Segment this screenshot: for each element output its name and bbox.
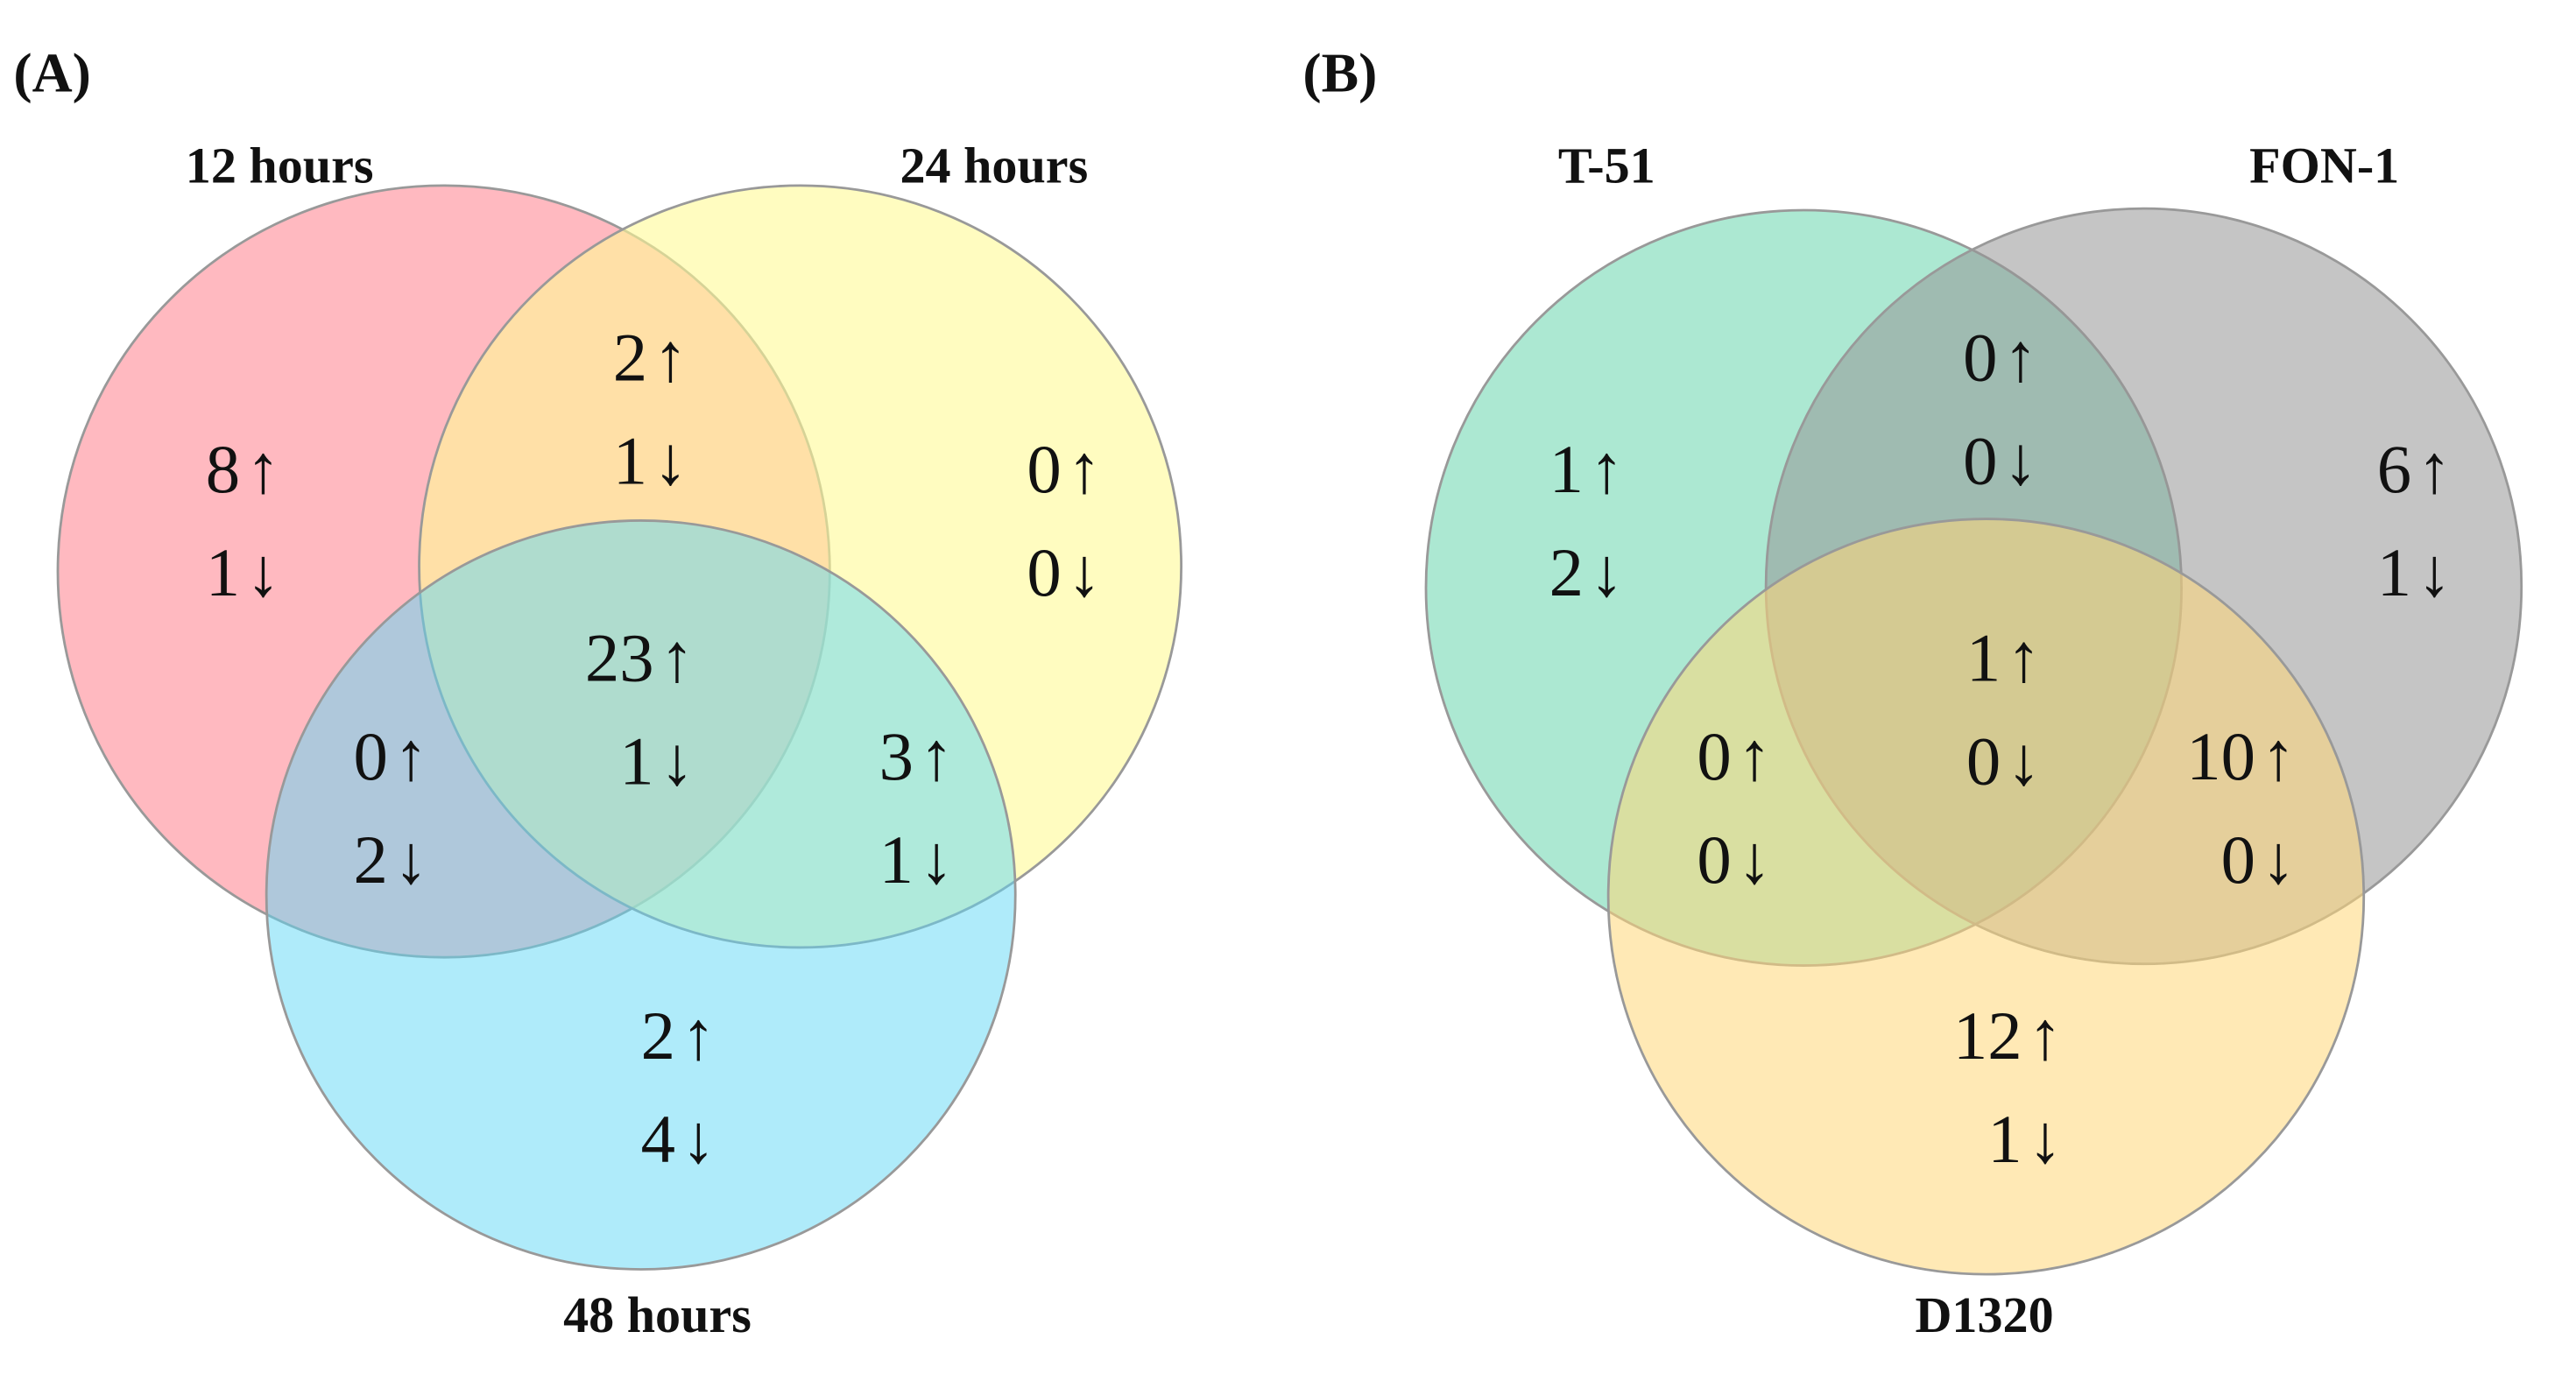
arrow-symbol: ↓ <box>1590 535 1624 611</box>
region-count: 1 <box>879 822 914 898</box>
arrow-symbol: ↓ <box>2262 822 2296 898</box>
region-count: 0 <box>1966 724 2001 800</box>
region-count: 2 <box>641 998 675 1075</box>
region-count: 1 <box>206 535 240 611</box>
region-count: 23 <box>585 621 654 697</box>
arrow-symbol: ↑ <box>246 432 280 508</box>
arrow-symbol: ↑ <box>2007 621 2041 697</box>
arrow-symbol: ↓ <box>1737 822 1771 898</box>
arrow-symbol: ↑ <box>2262 719 2296 795</box>
arrow-symbol: ↑ <box>660 621 694 697</box>
region-count: 0 <box>1963 320 1997 396</box>
region-count: 0 <box>1697 822 1731 898</box>
set-name: 12 hours <box>186 137 374 194</box>
region-count: 3 <box>879 719 914 795</box>
region-count: 0 <box>1027 535 1061 611</box>
arrow-symbol: ↓ <box>681 1102 716 1178</box>
region-count: 0 <box>354 719 388 795</box>
region-count: 0 <box>2221 822 2255 898</box>
set-name: 24 hours <box>900 137 1088 194</box>
arrow-symbol: ↑ <box>1590 432 1624 508</box>
arrow-symbol: ↑ <box>2003 320 2037 396</box>
set-name: FON-1 <box>2249 137 2399 194</box>
region-count: 4 <box>641 1102 675 1178</box>
arrow-symbol: ↓ <box>653 423 688 499</box>
arrow-symbol: ↓ <box>920 822 954 898</box>
arrow-symbol: ↑ <box>1067 432 1101 508</box>
region-count: 0 <box>1963 423 1997 499</box>
region-count: 1 <box>613 423 647 499</box>
panel-label: (A) <box>13 42 91 104</box>
set-name: T-51 <box>1558 137 1655 194</box>
arrow-symbol: ↓ <box>2028 1102 2062 1178</box>
panel-label: (B) <box>1302 42 1377 104</box>
region-count: 2 <box>354 822 388 898</box>
region-count: 1 <box>1987 1102 2022 1178</box>
region-count: 8 <box>206 432 240 508</box>
region-count: 12 <box>1953 998 2022 1075</box>
region-count: 10 <box>2186 719 2255 795</box>
region-count: 1 <box>1966 621 2001 697</box>
arrow-symbol: ↓ <box>2003 423 2037 499</box>
region-count: 0 <box>1697 719 1731 795</box>
arrow-symbol: ↑ <box>2028 998 2062 1075</box>
set-name: 48 hours <box>563 1286 752 1343</box>
arrow-symbol: ↑ <box>393 719 427 795</box>
region-count: 1 <box>1549 432 1584 508</box>
region-count: 1 <box>2377 535 2411 611</box>
arrow-symbol: ↓ <box>660 724 694 800</box>
set-name: D1320 <box>1915 1286 2053 1343</box>
arrow-symbol: ↑ <box>1737 719 1771 795</box>
arrow-symbol: ↓ <box>2417 535 2452 611</box>
arrow-symbol: ↑ <box>920 719 954 795</box>
arrow-symbol: ↓ <box>246 535 280 611</box>
region-count: 0 <box>1027 432 1061 508</box>
region-count: 1 <box>619 724 653 800</box>
region-count: 6 <box>2377 432 2411 508</box>
arrow-symbol: ↓ <box>2007 724 2041 800</box>
region-count: 2 <box>1549 535 1584 611</box>
arrow-symbol: ↓ <box>1067 535 1101 611</box>
arrow-symbol: ↑ <box>681 998 716 1075</box>
set-circle <box>265 519 1017 1271</box>
arrow-symbol: ↑ <box>2417 432 2452 508</box>
arrow-symbol: ↑ <box>653 320 688 396</box>
arrow-symbol: ↓ <box>393 822 427 898</box>
region-count: 2 <box>613 320 647 396</box>
set-circle <box>1606 518 2366 1276</box>
